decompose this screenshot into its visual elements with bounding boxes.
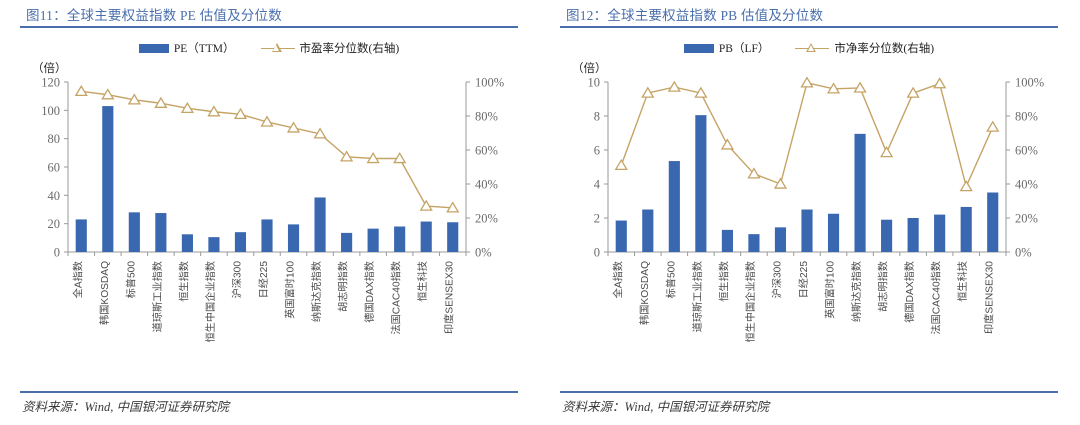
x-axis-category-label: 全A指数 [71, 261, 84, 298]
x-axis-category-label: 恒生科技 [416, 261, 429, 302]
y-axis-unit-pb: （倍） [572, 63, 607, 75]
svg-text:40: 40 [48, 189, 61, 203]
legend-bar-label-pe: PE（TTM） [173, 43, 235, 55]
svg-text:80%: 80% [475, 110, 498, 124]
svg-text:60%: 60% [1015, 144, 1038, 158]
svg-text:100%: 100% [475, 76, 504, 90]
legend-line-label-pb: 市净率分位数(右轴) [834, 43, 935, 55]
svg-text:0%: 0% [1015, 246, 1032, 260]
page-title-pb: 图12：全球主要权益指数 PB 估值及分位数 [566, 8, 824, 23]
x-axis-category-label: 德国DAX指数 [363, 261, 376, 323]
chart-svg-pe: 0 20 40 60 80 100 120 0% 20% 40% 60% 80% 100% 全A指数 韩国K… [41, 76, 504, 343]
x-axis-category-label: 英国富时100 [824, 261, 837, 319]
svg-text:40%: 40% [1015, 178, 1038, 192]
svg-text:8: 8 [594, 110, 600, 124]
svg-text:120: 120 [41, 76, 60, 90]
svg-text:40%: 40% [475, 178, 498, 192]
divider-top-pb [560, 26, 1058, 28]
x-axis-category-label: 沪深300 [230, 261, 243, 299]
x-axis-category-label: 英国富时100 [284, 261, 297, 319]
x-axis-category-label: 日经225 [257, 261, 270, 299]
x-axis-category-label: 法国CAC40指数 [930, 261, 943, 335]
source-note-pb: 资料来源：Wind, 中国银河证券研究院 [562, 400, 769, 414]
svg-text:4: 4 [594, 178, 601, 192]
legend-pb: PB（LF） 市净率分位数(右轴) [560, 40, 1058, 56]
x-axis-category-label: 纳斯达克指数 [850, 261, 863, 322]
source-note-pe: 资料来源：Wind, 中国银河证券研究院 [22, 400, 229, 414]
svg-text:60%: 60% [475, 144, 498, 158]
legend-bar-swatch-icon [138, 43, 169, 53]
svg-text:0: 0 [594, 246, 600, 260]
legend-bar-swatch-icon [683, 43, 714, 53]
x-axis-category-label: 标普500 [664, 261, 677, 299]
chart-area-pb: （倍） 0 2 4 6 8 10 0% 20% 40% 60% 80% 100% 全A指数 韩国KOSDA… [560, 62, 1058, 362]
svg-text:0: 0 [54, 246, 60, 260]
chart-area-pe: （倍） 0 20 40 60 80 100 120 0% 20% 40% 60% 80% 100% 全A指… [20, 62, 518, 362]
legend-pe: PE（TTM） 市盈率分位数(右轴) [20, 40, 518, 56]
svg-text:60: 60 [48, 161, 61, 175]
x-axis-category-label: 法国CAC40指数 [390, 261, 403, 335]
divider-top-pe [20, 26, 518, 28]
divider-bottom-pb [560, 391, 1058, 393]
y-axis-unit-pe: （倍） [32, 63, 67, 75]
x-axis-category-label: 德国DAX指数 [903, 261, 916, 323]
svg-text:80: 80 [48, 132, 61, 146]
x-axis-category-label: 纳斯达克指数 [310, 261, 323, 322]
x-axis-category-label: 恒生中国企业指数 [744, 261, 757, 343]
x-axis-category-label: 韩国KOSDAQ [98, 261, 111, 325]
svg-text:20%: 20% [1015, 212, 1038, 226]
legend-item-line-pe: 市盈率分位数(右轴) [260, 40, 400, 56]
legend-item-bar-pb: PB（LF） [683, 40, 770, 56]
x-axis-category-label: 恒生科技 [956, 261, 969, 302]
x-axis-category-label: 印度SENSEX30 [983, 261, 996, 334]
x-axis-category-label: 道琼斯工业指数 [151, 261, 164, 332]
svg-text:80%: 80% [1015, 110, 1038, 124]
x-axis-category-label: 恒生指数 [177, 261, 190, 302]
legend-line-triangle-icon [795, 42, 830, 54]
x-axis-category-label: 恒生指数 [717, 261, 730, 302]
x-axis-category-label: 全A指数 [611, 261, 624, 298]
legend-item-bar-pe: PE（TTM） [138, 40, 235, 56]
x-axis-category-label: 日经225 [797, 261, 810, 299]
x-axis-category-label: 标普500 [124, 261, 137, 299]
svg-text:0%: 0% [475, 246, 492, 260]
svg-text:10: 10 [588, 76, 601, 90]
figure-panel-pe: 图11：全球主要权益指数 PE 估值及分位数 PE（TTM） 市盈率分位数(右轴… [20, 8, 518, 414]
svg-text:20: 20 [48, 217, 61, 231]
legend-line-triangle-icon [260, 42, 295, 54]
svg-text:100%: 100% [1015, 76, 1044, 90]
x-axis-category-label: 沪深300 [770, 261, 783, 299]
svg-text:100: 100 [41, 104, 60, 118]
x-axis-category-label: 恒生中国企业指数 [204, 261, 217, 343]
svg-text:20%: 20% [475, 212, 498, 226]
x-axis-category-label: 胡志明指数 [337, 261, 350, 312]
page-title-pe: 图11：全球主要权益指数 PE 估值及分位数 [26, 8, 282, 23]
legend-line-label-pe: 市盈率分位数(右轴) [299, 43, 400, 55]
x-axis-category-label: 韩国KOSDAQ [638, 261, 651, 325]
legend-bar-label-pb: PB（LF） [718, 43, 770, 55]
legend-item-line-pb: 市净率分位数(右轴) [795, 40, 934, 56]
divider-bottom-pe [20, 391, 518, 393]
figure-panel-pb: 图12：全球主要权益指数 PB 估值及分位数 PB（LF） 市净率分位数(右轴)… [540, 0, 1080, 425]
x-axis-category-label: 胡志明指数 [877, 261, 890, 312]
x-axis-category-label: 道琼斯工业指数 [691, 261, 704, 332]
svg-text:6: 6 [594, 144, 600, 158]
x-axis-category-label: 印度SENSEX30 [443, 261, 456, 334]
svg-text:2: 2 [594, 212, 600, 226]
